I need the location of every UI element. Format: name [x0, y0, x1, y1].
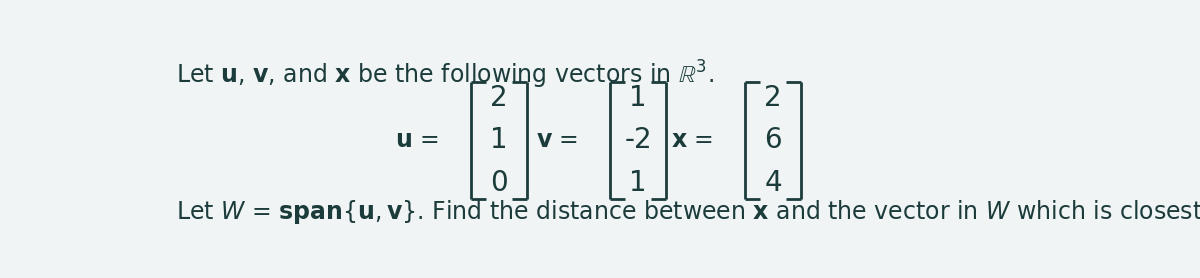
Text: 2: 2 [764, 84, 782, 111]
Text: -2: -2 [624, 126, 652, 154]
Text: $\mathbf{x}$ =: $\mathbf{x}$ = [671, 128, 713, 152]
Text: 1: 1 [630, 84, 647, 111]
Text: $\mathbf{u}$ =: $\mathbf{u}$ = [395, 128, 438, 152]
Text: $\mathbf{v}$ =: $\mathbf{v}$ = [535, 128, 578, 152]
Text: Let $W$ = $\mathbf{span}\{\mathbf{u},\mathbf{v}\}$. Find the distance between $\: Let $W$ = $\mathbf{span}\{\mathbf{u},\ma… [176, 198, 1200, 226]
Text: 1: 1 [490, 126, 508, 154]
Text: 1: 1 [630, 169, 647, 197]
Text: 0: 0 [490, 169, 508, 197]
Text: Let $\bf{u}$, $\bf{v}$, and $\bf{x}$ be the following vectors in $\mathbb{R}^3$.: Let $\bf{u}$, $\bf{v}$, and $\bf{x}$ be … [176, 59, 714, 91]
Text: 6: 6 [764, 126, 782, 154]
Text: 4: 4 [764, 169, 782, 197]
Text: 2: 2 [490, 84, 508, 111]
